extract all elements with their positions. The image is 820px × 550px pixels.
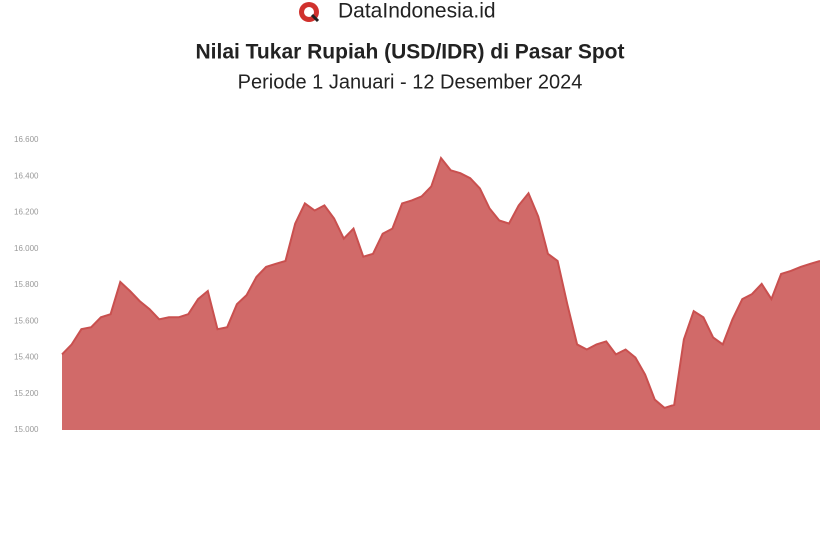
chart-subtitle: Periode 1 Januari - 12 Desember 2024 bbox=[238, 71, 583, 93]
y-tick-label: 16.600 bbox=[14, 135, 39, 144]
y-tick-label: 16.200 bbox=[14, 208, 39, 217]
area bbox=[62, 158, 820, 430]
y-tick-label: 16.000 bbox=[14, 244, 39, 253]
y-tick-label: 15.800 bbox=[14, 280, 39, 289]
chart-title: Nilai Tukar Rupiah (USD/IDR) di Pasar Sp… bbox=[195, 41, 624, 64]
y-tick-label: 15.400 bbox=[14, 353, 39, 362]
logo bbox=[299, 2, 320, 23]
y-tick-label: 15.000 bbox=[14, 425, 39, 434]
y-tick-label: 15.200 bbox=[14, 389, 39, 398]
brand: DataIndonesia.id bbox=[338, 0, 496, 23]
y-tick-label: 15.600 bbox=[14, 316, 39, 325]
line bbox=[61, 156, 820, 410]
y-tick-label: 16.400 bbox=[14, 171, 39, 180]
